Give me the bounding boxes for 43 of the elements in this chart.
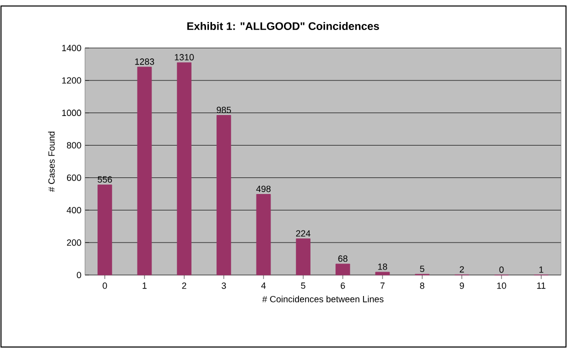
- bar: [256, 194, 271, 276]
- bar: [296, 238, 310, 276]
- y-tick-label: 1200: [62, 77, 82, 84]
- x-tick-label: 8: [420, 282, 424, 289]
- data-label: 18: [378, 264, 388, 270]
- data-label: 0: [499, 266, 504, 273]
- y-tick-label: 1000: [62, 110, 82, 116]
- data-label: 224: [296, 230, 310, 236]
- data-label: 68: [338, 255, 348, 262]
- x-tick-label: 3: [222, 282, 226, 289]
- bar: [98, 184, 112, 276]
- bar: [216, 115, 232, 276]
- bar: [176, 62, 192, 276]
- data-label: 2: [460, 266, 464, 272]
- y-tick-label: 800: [66, 142, 82, 148]
- x-tick-label: 5: [301, 282, 306, 289]
- x-tick-label: 11: [537, 282, 546, 289]
- y-tick-label: 600: [66, 174, 82, 181]
- x-tick-label: 2: [182, 282, 186, 289]
- x-tick-label: 1: [142, 282, 147, 289]
- data-label: 556: [98, 176, 112, 183]
- x-tick-label: 4: [261, 282, 266, 289]
- y-tick-label: 400: [66, 206, 82, 214]
- data-label: 1283: [135, 58, 154, 65]
- data-label: 1: [539, 266, 544, 273]
- x-tick-label: 7: [380, 282, 385, 289]
- data-label: 1310: [174, 54, 194, 60]
- bar: [336, 264, 350, 276]
- x-tick-label: 10: [497, 282, 506, 289]
- y-tick-label: 0: [76, 272, 82, 278]
- bar: [137, 66, 152, 276]
- y-tick-label: 200: [66, 239, 82, 246]
- bar: [375, 272, 390, 276]
- data-label: 5: [420, 266, 424, 272]
- chart-title: Exhibit 1: "ALLGOOD" Coincidences: [187, 22, 379, 30]
- data-label: 498: [256, 186, 271, 192]
- data-label: 985: [216, 106, 231, 114]
- x-tick-label: 0: [102, 282, 107, 289]
- y-tick-label: 1400: [62, 44, 82, 52]
- x-tick-label: 9: [460, 282, 464, 289]
- y-axis-title: # Cases Found: [48, 132, 55, 192]
- x-tick-label: 6: [340, 282, 345, 289]
- x-axis-title: # Coincidences between Lines: [262, 296, 384, 302]
